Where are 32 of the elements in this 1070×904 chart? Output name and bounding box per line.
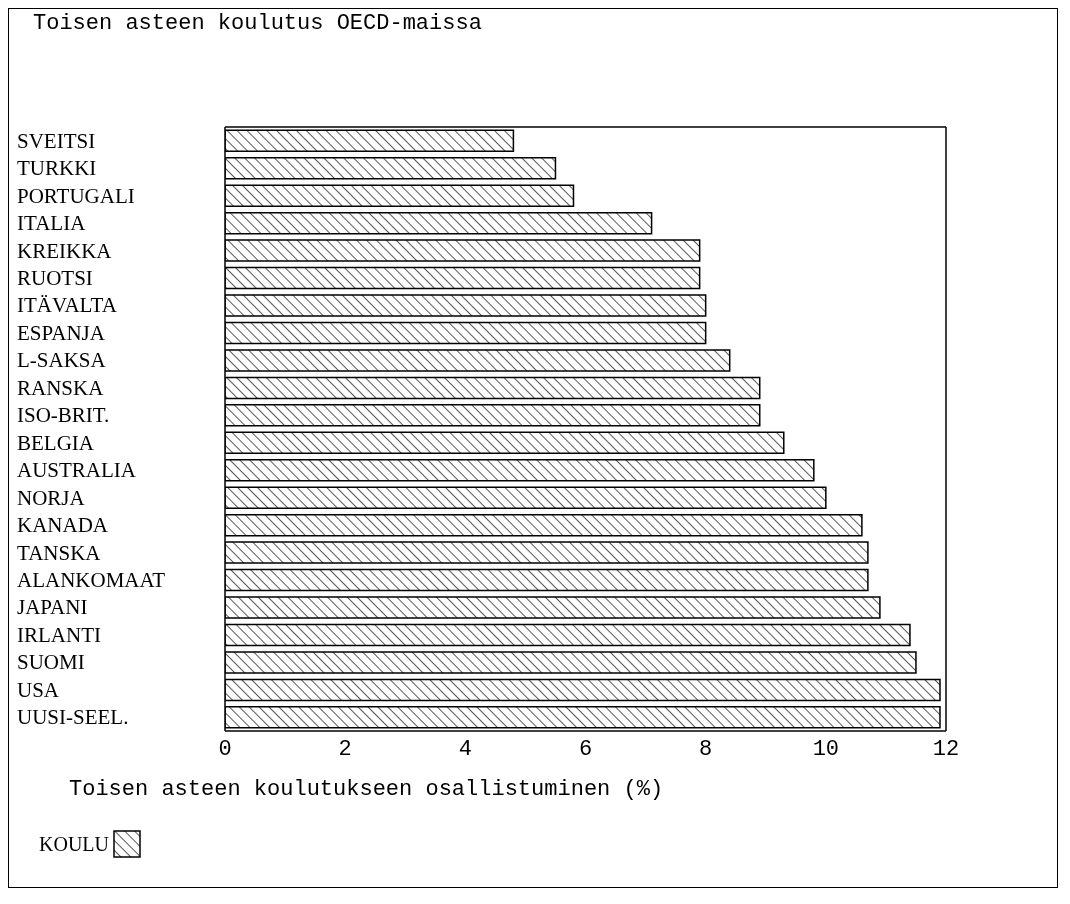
y-tick-label: RANSKA (17, 375, 105, 400)
y-tick-label: RUOTSI (17, 266, 93, 290)
x-tick-label: 2 (338, 736, 352, 762)
text: KOULU (39, 832, 109, 856)
y-tick-label: USA (17, 677, 60, 702)
y-tick-label: BELGIA (17, 430, 95, 455)
y-tick-label: SVEITSI (17, 128, 96, 153)
y-tick-label: ITALIA (17, 211, 87, 236)
y-tick-label: L-SAKSA (17, 348, 107, 373)
y-tick-label: ITÄVALTA (17, 293, 118, 318)
y-tick-label: JAPANI (17, 595, 88, 620)
x-tick-label: 8 (699, 736, 713, 762)
y-tick-label: UUSI-SEEL. (17, 705, 129, 730)
y-tick-label: TURKKI (17, 156, 97, 181)
y-tick-label: IRLANTI (17, 622, 101, 647)
x-tick-label: 12 (932, 736, 960, 762)
chart-title: Toisen asteen koulutus OECD-maissa (32, 10, 483, 38)
x-tick-label: 4 (458, 736, 472, 762)
y-tick-label: AUSTRALIA (17, 458, 137, 483)
y-tick-label: KANADA (17, 513, 109, 538)
y-tick-label: PORTUGALI (17, 183, 135, 208)
x-axis-title: Toisen asteen koulutukseen osallistuminen (%) (68, 777, 665, 802)
y-tick-label: TANSKA (17, 540, 102, 565)
y-tick-label: ISO-BRIT. (17, 403, 110, 428)
x-tick-label: 0 (218, 736, 232, 762)
y-tick-label: KREIKKA (17, 238, 113, 263)
y-tick-label: ESPANJA (17, 320, 106, 345)
y-tick-label: SUOMI (17, 650, 85, 675)
x-tick-label: 6 (578, 736, 593, 762)
x-tick-label: 10 (812, 736, 840, 762)
y-tick-label: NORJA (17, 485, 86, 510)
y-tick-label: ALANKOMAAT (17, 568, 166, 592)
